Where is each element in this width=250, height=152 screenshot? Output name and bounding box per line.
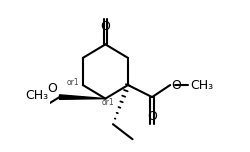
- Text: O: O: [47, 82, 57, 95]
- Text: O: O: [147, 110, 157, 123]
- Polygon shape: [60, 95, 106, 99]
- Text: O: O: [100, 20, 110, 33]
- Text: or1: or1: [101, 98, 114, 107]
- Text: or1: or1: [66, 78, 79, 87]
- Text: O: O: [171, 79, 181, 92]
- Text: CH₃: CH₃: [190, 79, 213, 92]
- Text: CH₃: CH₃: [25, 89, 48, 102]
